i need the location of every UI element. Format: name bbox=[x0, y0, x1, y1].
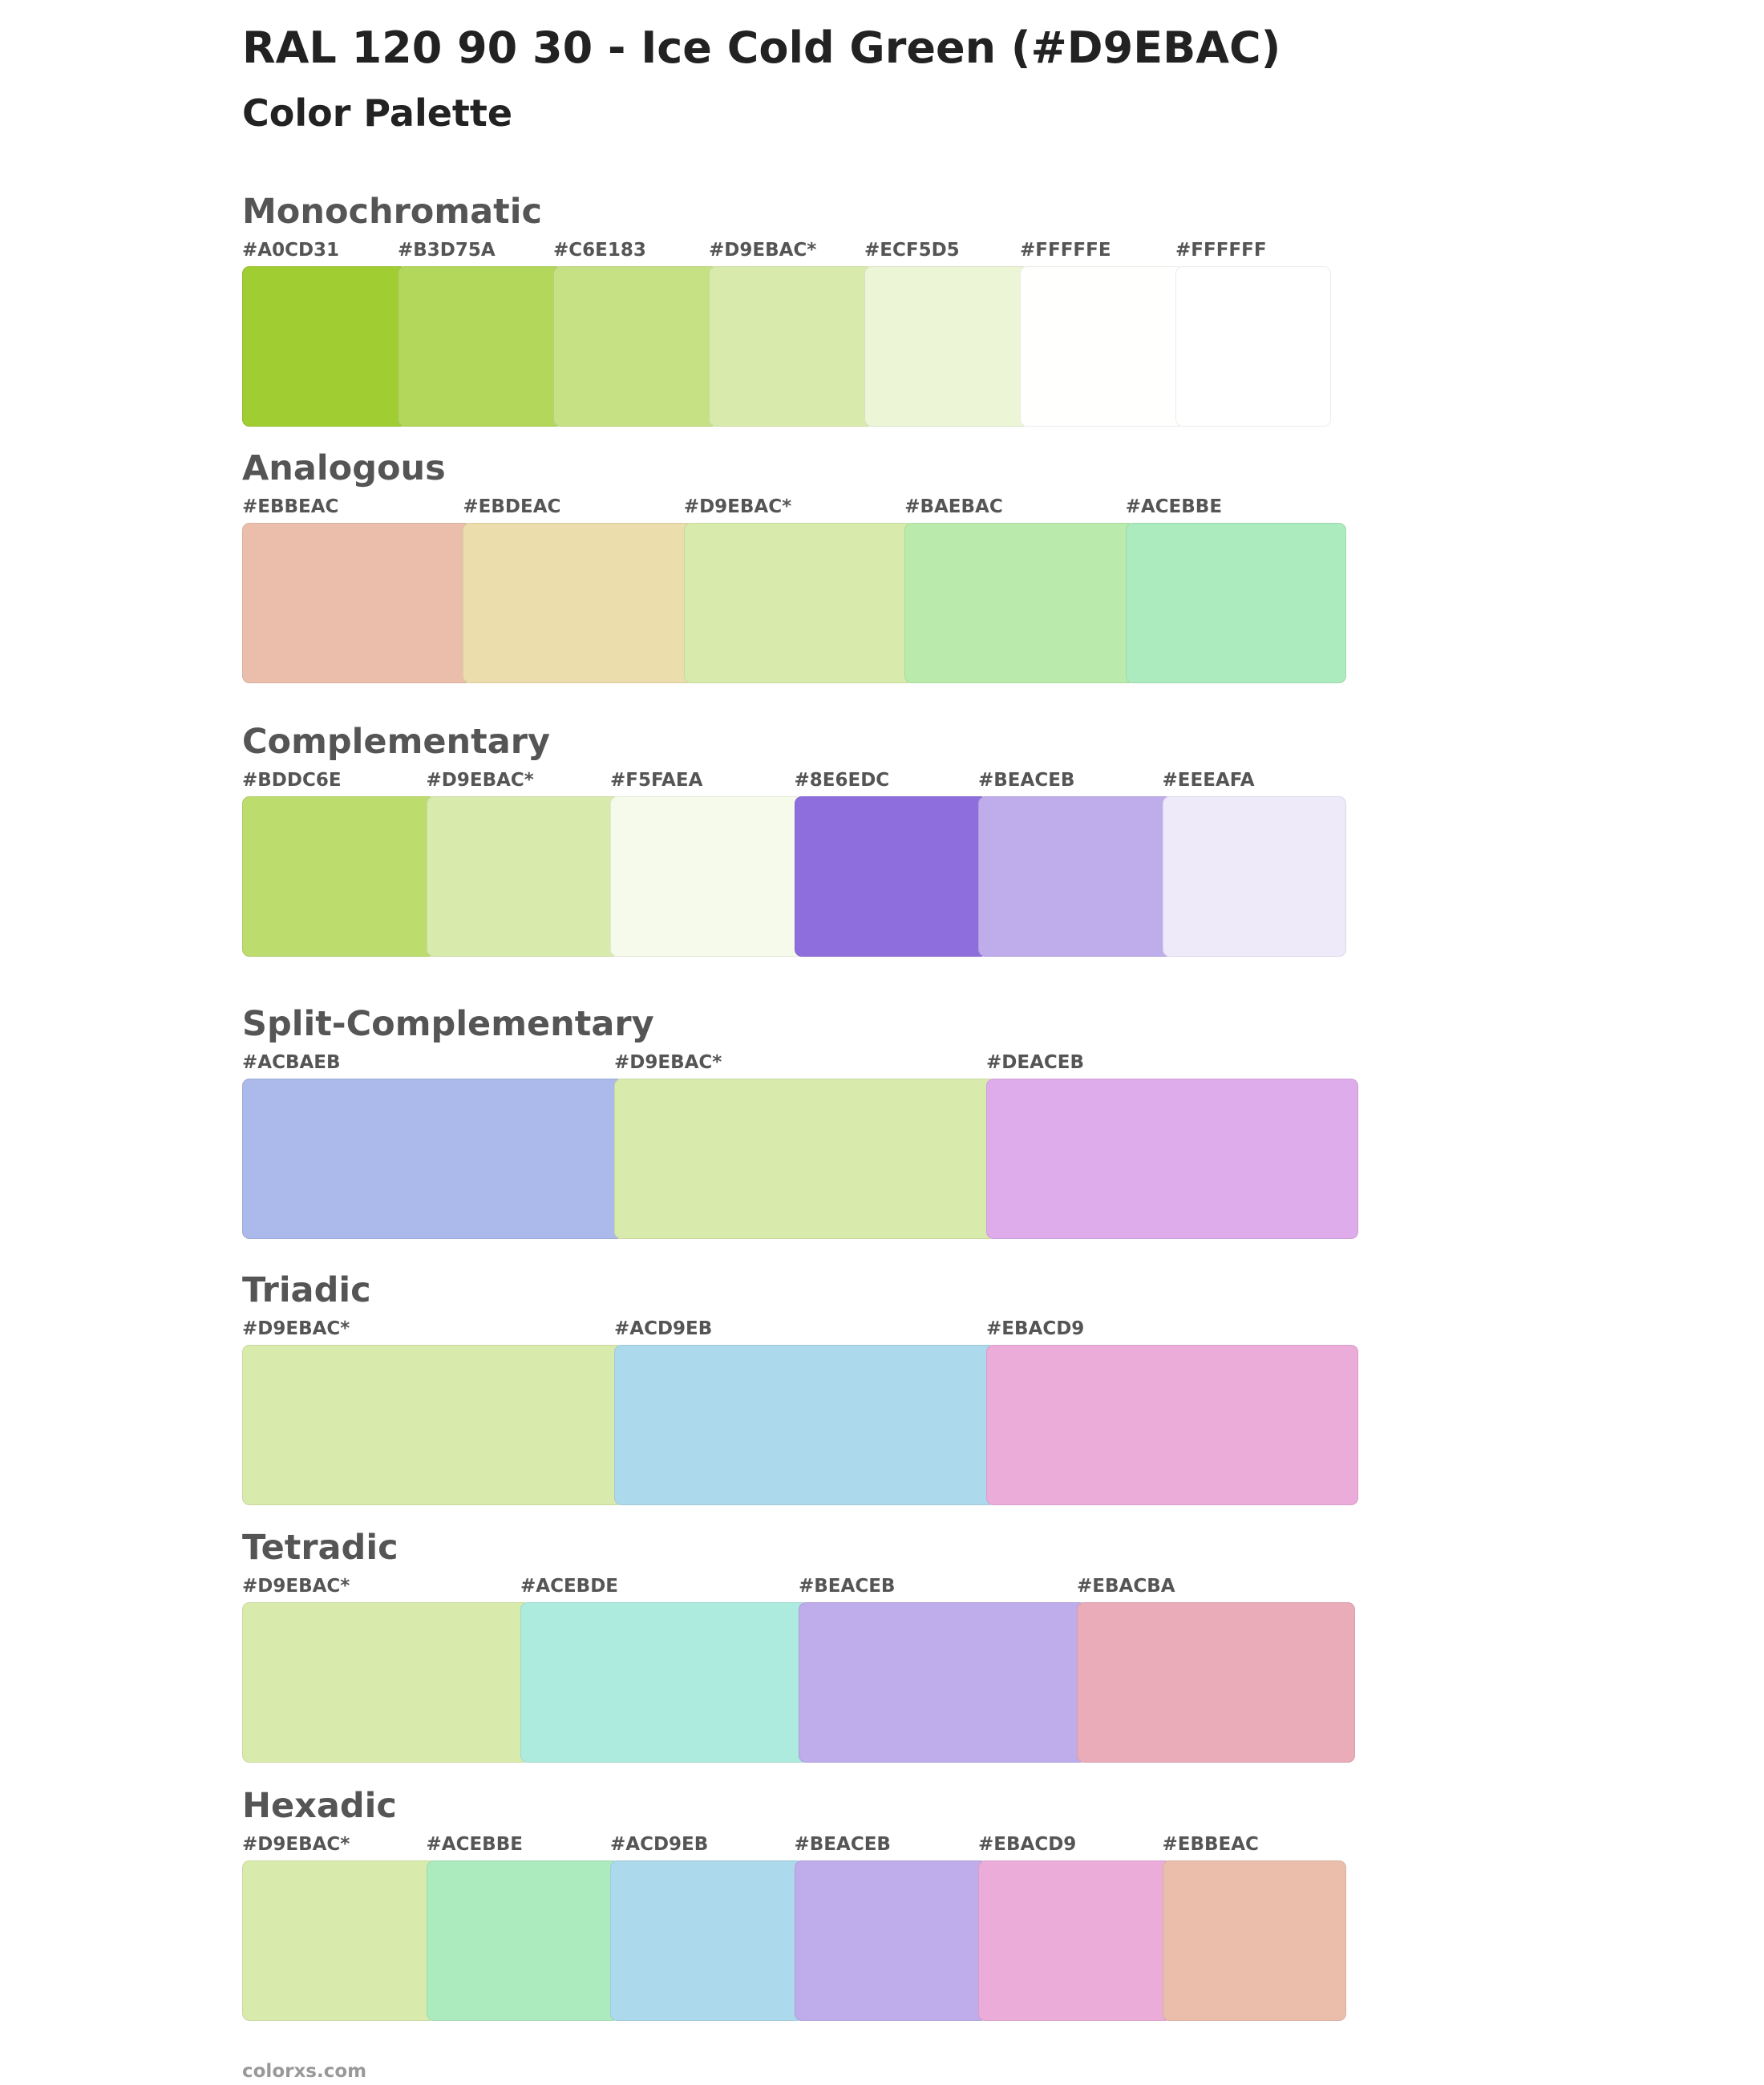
color-swatch bbox=[978, 796, 1172, 957]
swatch-label: #EBACD9 bbox=[978, 1834, 1077, 1855]
swatch-label: #D9EBAC* bbox=[614, 1052, 722, 1073]
color-swatch bbox=[1162, 1860, 1346, 2021]
color-swatch bbox=[614, 1079, 996, 1239]
section-title: Hexadic bbox=[242, 1786, 397, 1826]
swatch-label: #D9EBAC* bbox=[242, 1834, 350, 1855]
color-swatch bbox=[426, 796, 620, 957]
footer: colorxs.com bbox=[242, 2061, 367, 2082]
swatch-label: #D9EBAC* bbox=[242, 1318, 350, 1339]
color-swatch bbox=[904, 523, 1135, 683]
swatch-label: #EBACD9 bbox=[986, 1318, 1085, 1339]
color-swatch bbox=[398, 266, 563, 427]
swatch-label: #BDDC6E bbox=[242, 770, 342, 791]
color-swatch bbox=[986, 1079, 1358, 1239]
swatch-label: #F5FAEA bbox=[610, 770, 703, 791]
swatch-label: #A0CD31 bbox=[242, 240, 340, 261]
swatch-label: #B3D75A bbox=[398, 240, 496, 261]
color-swatch bbox=[610, 796, 804, 957]
color-swatch bbox=[794, 796, 988, 957]
color-swatch bbox=[1175, 266, 1331, 427]
color-swatch bbox=[463, 523, 694, 683]
swatch-label: #EBBEAC bbox=[1162, 1834, 1259, 1855]
swatch-label: #D9EBAC* bbox=[242, 1576, 350, 1597]
swatch-label: #ECF5D5 bbox=[864, 240, 960, 261]
swatch-label: #FFFFFF bbox=[1175, 240, 1267, 261]
swatch-label: #ACEBDE bbox=[520, 1576, 618, 1597]
swatch-label: #C6E183 bbox=[553, 240, 646, 261]
swatch-label: #EBACBA bbox=[1077, 1576, 1175, 1597]
color-swatch bbox=[242, 1079, 624, 1239]
swatch-label: #FFFFFE bbox=[1020, 240, 1111, 261]
color-swatch bbox=[242, 1602, 530, 1763]
section-title: Triadic bbox=[242, 1270, 371, 1310]
section-title: Analogous bbox=[242, 448, 446, 488]
color-swatch bbox=[614, 1345, 996, 1505]
section-title: Complementary bbox=[242, 722, 550, 762]
color-swatch bbox=[799, 1602, 1086, 1763]
swatch-label: #8E6EDC bbox=[794, 770, 890, 791]
color-swatch bbox=[709, 266, 874, 427]
swatch-label: #ACEBBE bbox=[426, 1834, 523, 1855]
color-swatch bbox=[794, 1860, 988, 2021]
color-swatch bbox=[553, 266, 718, 427]
color-swatch bbox=[242, 796, 436, 957]
swatch-label: #BEACEB bbox=[799, 1576, 896, 1597]
swatch-label: #EEEAFA bbox=[1162, 770, 1255, 791]
section-title: Monochromatic bbox=[242, 192, 542, 232]
section-title: Tetradic bbox=[242, 1528, 399, 1568]
swatch-label: #DEACEB bbox=[986, 1052, 1084, 1073]
color-swatch bbox=[610, 1860, 804, 2021]
color-swatch bbox=[242, 1345, 624, 1505]
swatch-label: #EBBEAC bbox=[242, 496, 339, 517]
section-title: Split-Complementary bbox=[242, 1004, 654, 1044]
color-swatch bbox=[683, 523, 915, 683]
swatch-label: #ACEBBE bbox=[1125, 496, 1223, 517]
swatch-label: #BAEBAC bbox=[904, 496, 1003, 517]
page-subtitle: Color Palette bbox=[242, 91, 513, 135]
color-swatch bbox=[1162, 796, 1346, 957]
page-title: RAL 120 90 30 - Ice Cold Green (#D9EBAC) bbox=[242, 22, 1281, 73]
color-swatch bbox=[426, 1860, 620, 2021]
swatch-label: #BEACEB bbox=[978, 770, 1075, 791]
swatch-label: #D9EBAC* bbox=[683, 496, 792, 517]
color-swatch bbox=[978, 1860, 1172, 2021]
color-swatch bbox=[242, 266, 407, 427]
color-swatch bbox=[1020, 266, 1185, 427]
color-swatch bbox=[864, 266, 1030, 427]
swatch-label: #ACBAEB bbox=[242, 1052, 341, 1073]
color-swatch bbox=[986, 1345, 1358, 1505]
color-swatch bbox=[242, 1860, 436, 2021]
swatch-label: #ACD9EB bbox=[610, 1834, 709, 1855]
swatch-label: #EBDEAC bbox=[463, 496, 561, 517]
color-swatch bbox=[242, 523, 473, 683]
color-swatch bbox=[520, 1602, 808, 1763]
color-swatch bbox=[1077, 1602, 1355, 1763]
swatch-label: #ACD9EB bbox=[614, 1318, 713, 1339]
color-swatch bbox=[1125, 523, 1346, 683]
swatch-label: #D9EBAC* bbox=[709, 240, 817, 261]
swatch-label: #D9EBAC* bbox=[426, 770, 534, 791]
swatch-label: #BEACEB bbox=[794, 1834, 891, 1855]
